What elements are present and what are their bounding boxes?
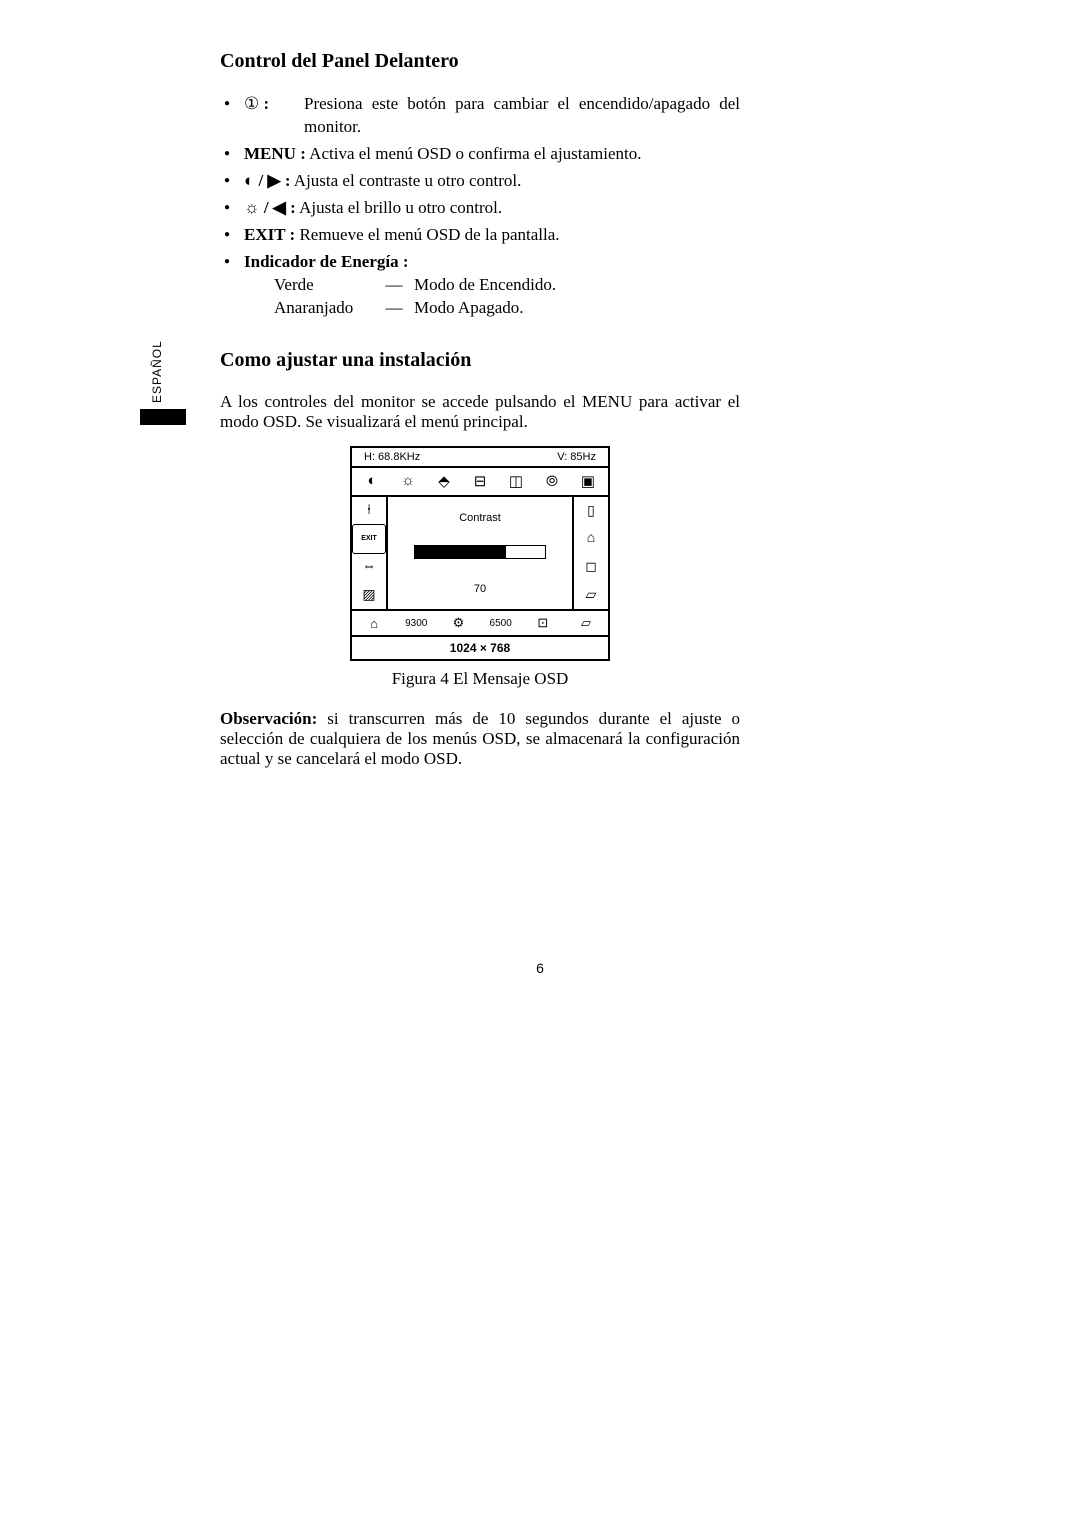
section1-heading: Control del Panel Delantero <box>220 50 740 73</box>
osd-param-label: Contrast <box>459 512 501 524</box>
osd-value: 70 <box>474 583 486 595</box>
osd-window: H: 68.8KHz V: 85Hz ◐ ☼ ⬘ ⊟ ◫ ⦾ ▣ ⍿ EXIT <box>350 446 610 661</box>
osd-body: ⍿ EXIT ⇔ ▨ Contrast 70 ▯ ⌂ <box>352 497 608 611</box>
osd-bar-fill <box>415 546 506 558</box>
osd-hfreq: H: 68.8KHz <box>364 451 420 463</box>
osd-vfreq: V: 85Hz <box>557 451 596 463</box>
hpos-icon: ⬘ <box>432 472 456 491</box>
blank-icon: ▱ <box>572 615 600 631</box>
indicator-row-orange: Anaranjado — Modo Apagado. <box>274 297 740 320</box>
observation-label: Observación: <box>220 709 317 728</box>
parallel-icon: ⌂ <box>574 525 608 553</box>
bullet-contrast: ◐ / ▶ : Ajusta el contraste u otro contr… <box>220 170 740 193</box>
section2-paragraph: A los controles del monitor se accede pu… <box>220 392 740 432</box>
hsize-icon: ◫ <box>504 472 528 491</box>
figure-caption: Figura 4 El Mensaje OSD <box>220 669 740 689</box>
bullet-menu: MENU : Activa el menú OSD o confirma el … <box>220 143 740 166</box>
language-label: ESPAÑOL <box>150 340 164 403</box>
osd-left-icons: ⍿ EXIT ⇔ ▨ <box>352 497 388 609</box>
vpos-icon: ⊟ <box>468 472 492 491</box>
geometry-icon: ⍿ <box>352 497 386 525</box>
language-tab: ESPAÑOL <box>140 345 186 425</box>
osd-right-icons: ▯ ⌂ ◻ ▱ <box>572 497 608 609</box>
osd-bottom-row: ⌂ 9300 ⚙ 6500 ⊡ ▱ <box>352 611 608 637</box>
osd-figure: H: 68.8KHz V: 85Hz ◐ ☼ ⬘ ⊟ ◫ ⦾ ▣ ⍿ EXIT <box>350 446 610 661</box>
bullet-exit: EXIT : Remueve el menú OSD de la pantall… <box>220 224 740 247</box>
osd-resolution: 1024 × 768 <box>352 637 608 659</box>
contrast-icon: ◐ <box>360 473 384 490</box>
osd-top-icons: ◐ ☼ ⬘ ⊟ ◫ ⦾ ▣ <box>352 468 608 497</box>
osd-bar <box>414 545 546 559</box>
bullet-power: ① : Presiona este botón para cambiar el … <box>220 93 740 139</box>
user-color-icon: ⊡ <box>529 615 557 631</box>
move-icon: ⇔ <box>352 553 386 581</box>
corner-icon: ◻ <box>574 553 608 581</box>
tab-marker <box>140 409 186 425</box>
recall-icon: ⌂ <box>360 616 388 631</box>
content-area: Control del Panel Delantero ① : Presiona… <box>220 50 740 769</box>
osd-center: Contrast 70 <box>388 497 572 609</box>
indicator-table: Verde — Modo de Encendido. Anaranjado — … <box>274 274 740 320</box>
vsize-icon: ⦾ <box>540 473 564 491</box>
bullet-list: ① : Presiona este botón para cambiar el … <box>220 93 740 319</box>
rotate-icon: ▱ <box>574 581 608 609</box>
power-icon: ① : <box>244 93 304 139</box>
page-number: 6 <box>0 960 1080 976</box>
bullet-brightness: ☼ / ◀ : Ajusta el brillo u otro control. <box>220 197 740 220</box>
bullet-indicator: Indicador de Energía : Verde — Modo de E… <box>220 251 740 320</box>
settings-icon: ⚙ <box>444 615 472 631</box>
osd-header: H: 68.8KHz V: 85Hz <box>352 448 608 468</box>
page: ESPAÑOL Control del Panel Delantero ① : … <box>0 0 1080 1528</box>
indicator-row-green: Verde — Modo de Encendido. <box>274 274 740 297</box>
power-text: Presiona este botón para cambiar el ence… <box>304 93 740 139</box>
trapezoid-icon: ▯ <box>574 497 608 525</box>
section2-heading: Como ajustar una instalación <box>220 349 740 372</box>
observation-paragraph: Observación: si transcurren más de 10 se… <box>220 709 740 769</box>
temp-9300: 9300 <box>403 618 429 629</box>
temp-6500: 6500 <box>488 618 514 629</box>
degauss-icon: ▨ <box>352 581 386 609</box>
exit-icon: EXIT <box>352 525 386 553</box>
brightness-icon: ☼ <box>396 473 420 490</box>
pincushion-icon: ▣ <box>576 472 600 491</box>
